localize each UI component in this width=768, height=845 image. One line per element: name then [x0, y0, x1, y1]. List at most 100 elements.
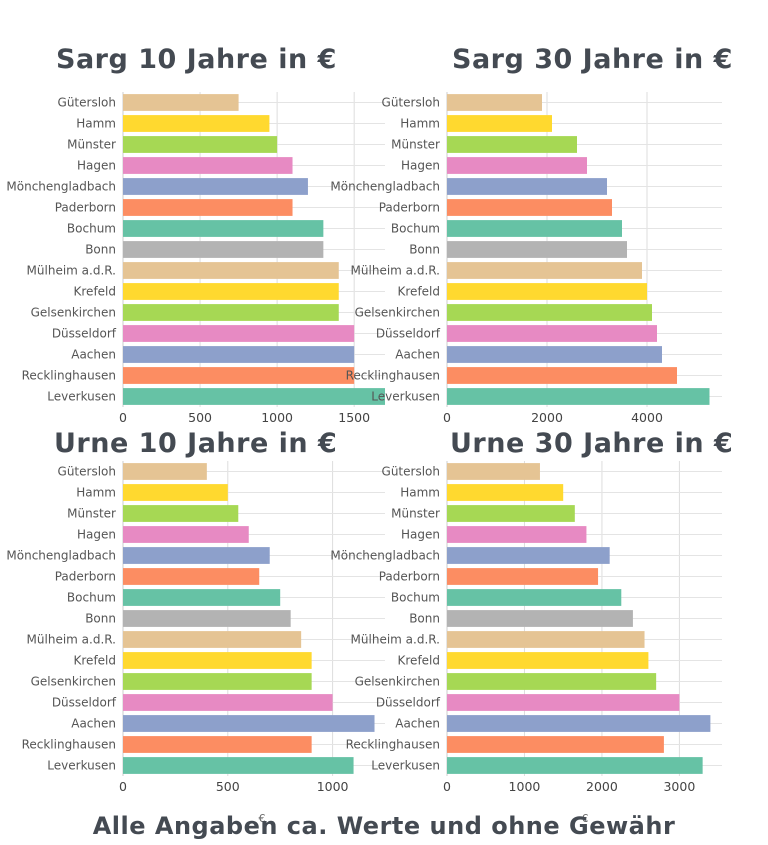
category-label: Paderborn: [55, 201, 116, 215]
chart-panel-0: Gütersloh Hamm Münster Hagen Mönchengladbach…: [6, 92, 385, 425]
bar: [123, 136, 278, 153]
category-label: Krefeld: [74, 285, 116, 299]
category-label: Gelsenkirchen: [355, 306, 440, 320]
tick-label: 1500: [338, 410, 370, 425]
category-label: Paderborn: [379, 570, 440, 584]
bar: [123, 388, 385, 405]
bar: [447, 526, 587, 543]
category-label: Bochum: [391, 222, 440, 236]
chart-title-sarg-10: Sarg 10 Jahre in €: [56, 44, 337, 75]
category-label: Paderborn: [379, 201, 440, 215]
category-label: Leverkusen: [371, 390, 440, 404]
bar: [447, 136, 577, 153]
bar: [123, 262, 339, 279]
category-label: Mülheim a.d.R.: [351, 264, 440, 278]
category-label: Münster: [67, 507, 116, 521]
category-label: Aachen: [71, 348, 116, 362]
category-label: Mülheim a.d.R.: [351, 633, 440, 647]
bar: [123, 220, 324, 237]
bar: [447, 346, 662, 363]
category-label: Leverkusen: [371, 759, 440, 773]
bar: [123, 652, 312, 669]
x-axis-unit-label: €: [259, 812, 266, 825]
bar: [447, 631, 645, 648]
tick-label: 0: [443, 410, 451, 425]
bar: [123, 367, 355, 384]
bar: [447, 388, 710, 405]
bar: [123, 115, 270, 132]
x-axis-unit-label: €: [582, 812, 589, 825]
bar: [123, 526, 249, 543]
category-label: Krefeld: [398, 654, 440, 668]
disclaimer-footer: Alle Angaben ca. Werte und ohne Gewähr: [92, 812, 676, 840]
category-label: Aachen: [71, 717, 116, 731]
bar: [123, 505, 239, 522]
category-label: Münster: [67, 138, 116, 152]
category-label: Hagen: [77, 528, 116, 542]
bar: [447, 241, 627, 258]
tick-label: 1000: [317, 779, 349, 794]
category-label: Düsseldorf: [52, 327, 117, 341]
chart-title-urne-10: Urne 10 Jahre in €: [54, 428, 338, 459]
category-label: Paderborn: [55, 570, 116, 584]
category-label: Mönchengladbach: [6, 549, 116, 563]
bar: [447, 694, 680, 711]
bar: [123, 325, 355, 342]
bar: [123, 673, 312, 690]
category-label: Hagen: [401, 159, 440, 173]
category-label: Hagen: [77, 159, 116, 173]
category-label: Aachen: [395, 348, 440, 362]
tick-label: 0: [443, 779, 451, 794]
chart-title-urne-30: Urne 30 Jahre in €: [450, 428, 734, 459]
bar: [447, 115, 552, 132]
bar: [447, 568, 599, 585]
bar: [447, 736, 664, 753]
tick-label: 500: [216, 779, 240, 794]
bar: [123, 631, 302, 648]
category-label: Mönchengladbach: [330, 549, 440, 563]
bar: [123, 199, 293, 216]
bar: [447, 178, 607, 195]
bar: [447, 367, 677, 384]
tick-label: 1000: [261, 410, 293, 425]
bar: [447, 262, 642, 279]
category-label: Bonn: [409, 612, 440, 626]
tick-label: 4000: [631, 410, 663, 425]
category-label: Bochum: [67, 591, 116, 605]
category-label: Bonn: [85, 243, 116, 257]
bar: [447, 589, 622, 606]
category-label: Mönchengladbach: [6, 180, 116, 194]
bar: [447, 673, 657, 690]
bar: [123, 463, 207, 480]
category-label: Recklinghausen: [22, 738, 116, 752]
category-label: Düsseldorf: [376, 327, 441, 341]
category-label: Mülheim a.d.R.: [27, 633, 116, 647]
bar: [447, 283, 647, 300]
category-label: Düsseldorf: [52, 696, 117, 710]
bar: [447, 652, 649, 669]
chart-panel-2: Gütersloh Hamm Münster Hagen Mönchengladbach…: [6, 461, 385, 825]
bar: [447, 547, 610, 564]
category-label: Aachen: [395, 717, 440, 731]
category-label: Hamm: [400, 117, 440, 131]
bar: [123, 589, 281, 606]
bar: [123, 346, 355, 363]
bar: [123, 157, 293, 174]
category-label: Gütersloh: [58, 465, 116, 479]
category-label: Mönchengladbach: [330, 180, 440, 194]
chart-title-sarg-30: Sarg 30 Jahre in €: [452, 44, 733, 75]
category-label: Münster: [391, 138, 440, 152]
bar: [123, 241, 324, 258]
category-label: Bonn: [85, 612, 116, 626]
category-label: Leverkusen: [47, 390, 116, 404]
bar: [447, 505, 575, 522]
tick-label: 1000: [509, 779, 541, 794]
category-label: Münster: [391, 507, 440, 521]
category-label: Bochum: [391, 591, 440, 605]
category-label: Gütersloh: [382, 465, 440, 479]
category-label: Krefeld: [398, 285, 440, 299]
category-label: Leverkusen: [47, 759, 116, 773]
bar: [123, 694, 333, 711]
tick-label: 2000: [531, 410, 563, 425]
